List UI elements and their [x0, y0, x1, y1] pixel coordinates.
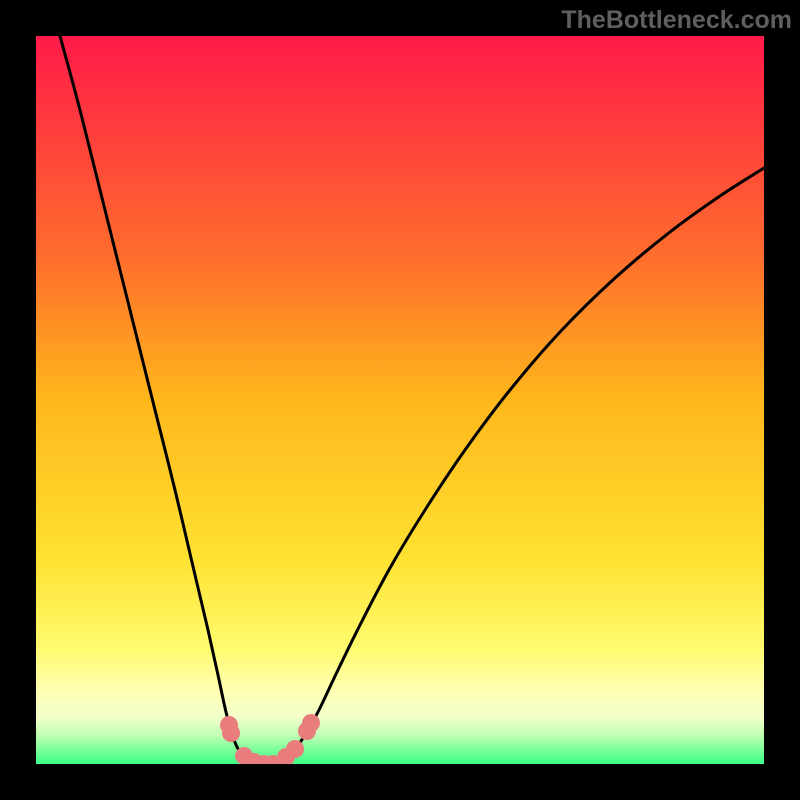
bottleneck-curve-chart	[0, 0, 800, 800]
plot-background	[36, 36, 764, 764]
data-marker	[286, 740, 304, 758]
data-marker	[302, 714, 320, 732]
data-marker	[222, 724, 240, 742]
